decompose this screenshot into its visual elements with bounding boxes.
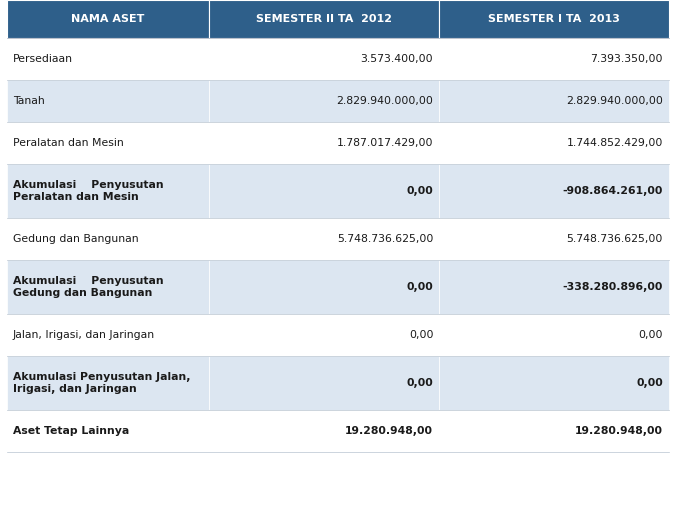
Text: 3.573.400,00: 3.573.400,00: [361, 54, 433, 64]
Bar: [439, 38, 669, 80]
Text: 19.280.948,00: 19.280.948,00: [345, 426, 433, 436]
Text: Gedung dan Bangunan: Gedung dan Bangunan: [13, 234, 139, 244]
Bar: [439, 80, 669, 122]
Bar: [209, 410, 439, 452]
Text: Jalan, Irigasi, dan Jaringan: Jalan, Irigasi, dan Jaringan: [13, 330, 155, 340]
Text: SEMESTER I TA  2013: SEMESTER I TA 2013: [488, 14, 620, 24]
Text: 5.748.736.625,00: 5.748.736.625,00: [337, 234, 433, 244]
Bar: [7, 80, 209, 122]
Text: Aset Tetap Lainnya: Aset Tetap Lainnya: [13, 426, 129, 436]
Bar: [439, 0, 669, 38]
Text: 0,00: 0,00: [636, 378, 663, 388]
Text: SEMESTER II TA  2012: SEMESTER II TA 2012: [256, 14, 392, 24]
Text: 2.829.940.000,00: 2.829.940.000,00: [337, 96, 433, 106]
Text: 0,00: 0,00: [639, 330, 663, 340]
Bar: [209, 260, 439, 314]
Bar: [439, 260, 669, 314]
Bar: [439, 356, 669, 410]
Bar: [209, 356, 439, 410]
Text: 19.280.948,00: 19.280.948,00: [575, 426, 663, 436]
Text: Tanah: Tanah: [13, 96, 45, 106]
Bar: [7, 164, 209, 218]
Text: -908.864.261,00: -908.864.261,00: [562, 186, 663, 196]
Bar: [209, 38, 439, 80]
Bar: [209, 314, 439, 356]
Bar: [209, 0, 439, 38]
Bar: [7, 260, 209, 314]
Text: 2.829.940.000,00: 2.829.940.000,00: [566, 96, 663, 106]
Bar: [209, 218, 439, 260]
Bar: [7, 410, 209, 452]
Text: 5.748.736.625,00: 5.748.736.625,00: [566, 234, 663, 244]
Text: 0,00: 0,00: [406, 186, 433, 196]
Bar: [7, 122, 209, 164]
Bar: [439, 122, 669, 164]
Bar: [7, 314, 209, 356]
Text: -338.280.896,00: -338.280.896,00: [562, 282, 663, 292]
Text: Akumulasi Penyusutan Jalan,
Irigasi, dan Jaringan: Akumulasi Penyusutan Jalan, Irigasi, dan…: [13, 372, 191, 394]
Text: NAMA ASET: NAMA ASET: [71, 14, 145, 24]
Text: 0,00: 0,00: [406, 282, 433, 292]
Bar: [7, 218, 209, 260]
Bar: [7, 356, 209, 410]
Text: 1.744.852.429,00: 1.744.852.429,00: [566, 138, 663, 148]
Text: 0,00: 0,00: [409, 330, 433, 340]
Bar: [209, 164, 439, 218]
Bar: [7, 38, 209, 80]
Bar: [439, 410, 669, 452]
Text: 1.787.017.429,00: 1.787.017.429,00: [337, 138, 433, 148]
Text: Persediaan: Persediaan: [13, 54, 73, 64]
Text: 0,00: 0,00: [406, 378, 433, 388]
Text: Akumulasi    Penyusutan
Gedung dan Bangunan: Akumulasi Penyusutan Gedung dan Bangunan: [13, 276, 164, 298]
Bar: [209, 122, 439, 164]
Text: 7.393.350,00: 7.393.350,00: [591, 54, 663, 64]
Text: Akumulasi    Penyusutan
Peralatan dan Mesin: Akumulasi Penyusutan Peralatan dan Mesin: [13, 180, 164, 202]
Text: Peralatan dan Mesin: Peralatan dan Mesin: [13, 138, 124, 148]
Bar: [439, 218, 669, 260]
Bar: [7, 0, 209, 38]
Bar: [439, 314, 669, 356]
Bar: [439, 164, 669, 218]
Bar: [209, 80, 439, 122]
